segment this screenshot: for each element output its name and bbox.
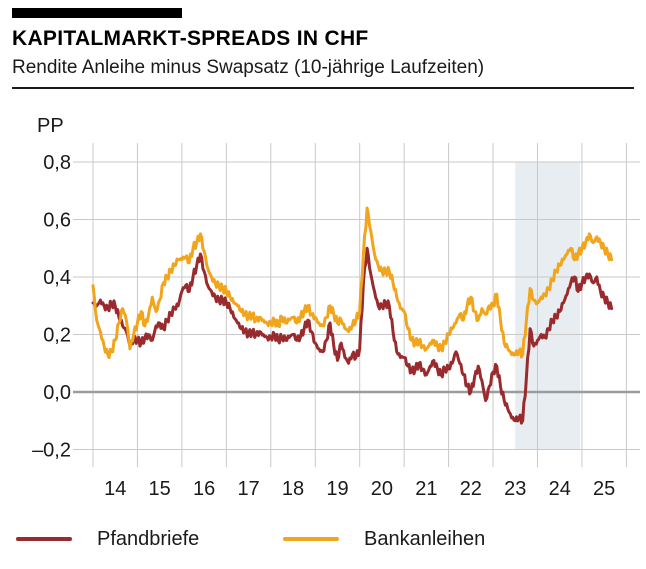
x-tick-label: 18	[282, 478, 304, 500]
x-tick-label: 17	[237, 478, 259, 500]
chart-legend: Pfandbriefe Bankanleihen	[16, 524, 636, 554]
x-tick-label: 23	[504, 478, 526, 500]
bankanleihen-line-swatch	[283, 537, 339, 541]
x-tick-label: 22	[460, 478, 482, 500]
page-title: KAPITALMARKT-SPREADS IN CHF	[12, 27, 369, 50]
x-axis-tick-labels: 14 15 16 17 18 19 20 21 22 23 24 25	[104, 478, 615, 500]
y-axis-unit-label: PP	[37, 115, 64, 137]
y-tick-label: 0,4	[43, 267, 71, 289]
y-tick-label: 0,0	[43, 382, 71, 404]
series-line-bankanleihen	[91, 206, 614, 360]
header-divider	[12, 87, 634, 89]
pfandbriefe-line-swatch	[16, 537, 72, 541]
y-tick-label: –0,2	[32, 440, 71, 462]
x-tick-label: 14	[104, 478, 126, 500]
y-tick-label: 0,2	[43, 325, 71, 347]
legend-label-pfandbriefe: Pfandbriefe	[97, 527, 200, 550]
y-axis-tick-labels: 0,8 0,6 0,4 0,2 0,0 –0,2	[32, 152, 71, 462]
highlight-band	[515, 162, 581, 449]
legend-item-bankanleihen: Bankanleihen	[283, 524, 485, 554]
chart-subtitle: Rendite Anleihe minus Swapsatz (10-jähri…	[12, 57, 485, 78]
x-tick-label: 19	[326, 478, 348, 500]
y-tick-label: 0,6	[43, 210, 71, 232]
x-tick-label: 20	[371, 478, 393, 500]
title-accent-bar	[12, 8, 182, 18]
legend-label-bankanleihen: Bankanleihen	[364, 527, 486, 550]
x-tick-label: 24	[549, 478, 571, 500]
series-line-pfandbriefe	[91, 246, 614, 425]
x-tick-label: 16	[193, 478, 215, 500]
x-tick-label: 15	[149, 478, 171, 500]
x-tick-label: 25	[593, 478, 615, 500]
legend-item-pfandbriefe: Pfandbriefe	[16, 524, 199, 554]
y-tick-label: 0,8	[43, 152, 71, 174]
x-tick-label: 21	[415, 478, 437, 500]
